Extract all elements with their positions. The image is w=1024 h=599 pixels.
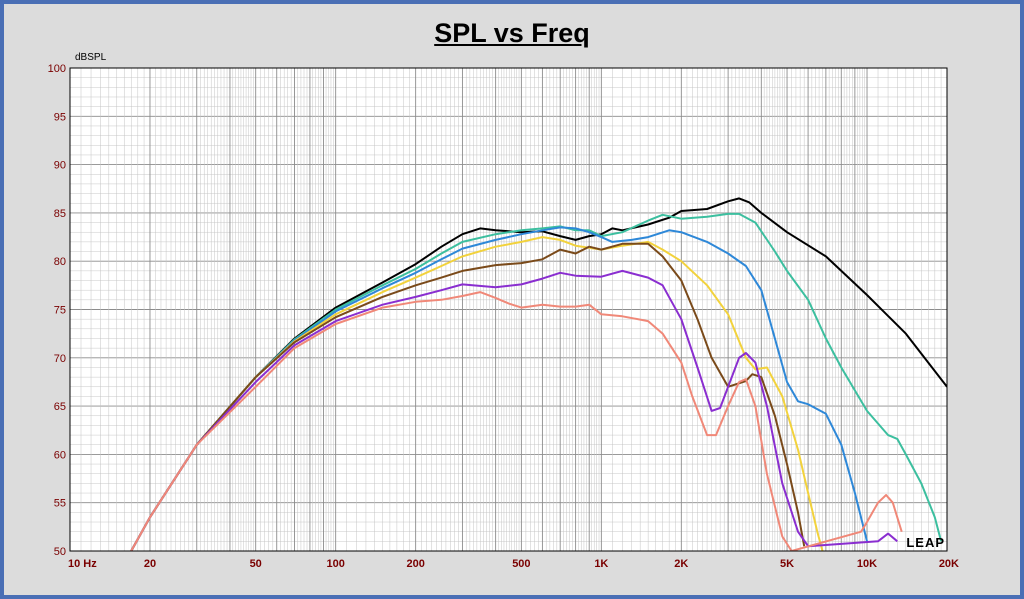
- y-tick-label: 100: [48, 63, 66, 75]
- y-tick-label: 80: [54, 256, 66, 268]
- series-line-7: [130, 291, 903, 551]
- plot-border: [69, 67, 948, 552]
- y-tick-label: 50: [54, 546, 66, 558]
- x-tick-label: 2K: [674, 558, 688, 570]
- y-tick-label: 90: [54, 160, 66, 172]
- series-line-1: [130, 197, 947, 551]
- x-tick-label: 100: [326, 558, 344, 570]
- series-line-2: [130, 212, 943, 551]
- y-tick-label: 55: [54, 498, 66, 510]
- x-tick-label: 200: [406, 558, 424, 570]
- x-ticks: 10 Hz 20 50 100 200 500 1K 2K 5K 10K 20K: [68, 558, 959, 570]
- y-tick-label: 95: [54, 111, 66, 123]
- x-tick-label: 20K: [939, 558, 959, 570]
- x-tick-label: 50: [250, 558, 262, 570]
- x-tick-label: 10 Hz: [68, 558, 97, 570]
- x-tick-label: 20: [144, 558, 156, 570]
- x-tick-label: 1K: [594, 558, 608, 570]
- chart-title: SPL vs Freq: [434, 18, 590, 48]
- leap-logo: LEAP: [906, 535, 945, 550]
- x-tick-label: 5K: [780, 558, 794, 570]
- series-line-3: [130, 226, 868, 551]
- x-tick-label: 500: [512, 558, 530, 570]
- x-tick-label: 10K: [857, 558, 877, 570]
- y-tick-label: 65: [54, 401, 66, 413]
- y-ticks: 100 95 90 85 80 75 70 65 60 55 50: [48, 63, 66, 558]
- series-line-6: [130, 269, 898, 551]
- y-axis-label: dBSPL: [75, 52, 107, 63]
- series-group: [130, 197, 947, 551]
- y-tick-label: 85: [54, 208, 66, 220]
- y-tick-label: 70: [54, 353, 66, 365]
- y-tick-label: 75: [54, 305, 66, 317]
- series-line-5: [130, 242, 806, 551]
- y-tick-label: 60: [54, 449, 66, 461]
